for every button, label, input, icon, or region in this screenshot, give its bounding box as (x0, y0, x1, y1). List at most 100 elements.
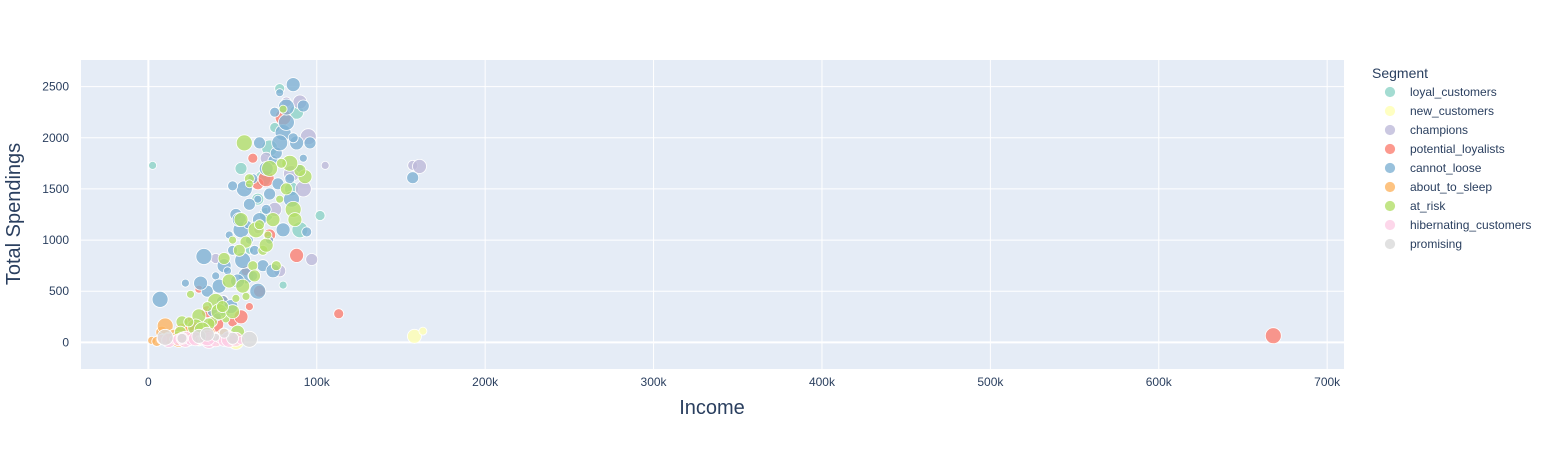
legend-label: champions (1410, 123, 1468, 137)
x-tick-label: 700k (1314, 375, 1341, 389)
data-point (284, 173, 296, 185)
data-point (260, 203, 272, 215)
data-point (285, 77, 301, 92)
y-axis-title: Total Spendings (3, 143, 25, 285)
legend-marker (1384, 219, 1396, 231)
data-point (247, 152, 259, 164)
legend-item-loyal_customers[interactable]: loyal_customers (1384, 85, 1497, 99)
data-point (253, 136, 266, 150)
data-point (270, 260, 282, 272)
data-point (244, 302, 254, 312)
data-point (241, 291, 251, 301)
data-point (406, 171, 420, 185)
data-point (275, 157, 287, 169)
data-point (240, 330, 258, 348)
legend-marker (1384, 238, 1396, 250)
legend-item-hibernating_customers[interactable]: hibernating_customers (1384, 218, 1532, 232)
data-point (249, 282, 267, 300)
data-point (211, 271, 221, 281)
data-point (278, 280, 288, 290)
y-tick-label: 2000 (42, 131, 69, 145)
data-point (156, 328, 174, 346)
data-point (287, 212, 303, 228)
data-point (253, 194, 263, 204)
data-point (263, 230, 273, 240)
data-point (232, 243, 246, 257)
data-point (233, 212, 249, 228)
data-point (148, 160, 158, 170)
legend-item-new_customers[interactable]: new_customers (1384, 104, 1495, 118)
legend-item-promising[interactable]: promising (1384, 237, 1463, 251)
data-point (218, 327, 230, 339)
data-point (275, 194, 285, 204)
legend-marker (1384, 162, 1396, 174)
data-point (418, 326, 428, 336)
legend-label: loyal_customers (1410, 85, 1497, 99)
x-tick-label: 0 (145, 375, 152, 389)
data-point (1264, 327, 1282, 345)
legend-item-potential_loyalists[interactable]: potential_loyalists (1384, 142, 1505, 156)
data-point (261, 160, 279, 177)
legend-label: at_risk (1410, 199, 1446, 213)
data-points (147, 77, 1282, 350)
legend-label: promising (1410, 237, 1462, 251)
legend-marker (1384, 200, 1396, 212)
legend-item-champions[interactable]: champions (1384, 123, 1469, 137)
legend: Segment loyal_customers new_customerscham… (1372, 65, 1531, 251)
data-point (221, 273, 237, 289)
data-point (180, 278, 190, 288)
data-point (271, 134, 289, 152)
series-promising (156, 326, 258, 348)
x-tick-label: 600k (1146, 375, 1173, 389)
data-point (289, 247, 305, 263)
legend-title: Segment (1372, 65, 1428, 81)
data-point (303, 136, 317, 150)
legend-marker (1384, 143, 1396, 155)
legend-label: cannot_loose (1410, 161, 1482, 175)
legend-item-about_to_sleep[interactable]: about_to_sleep (1384, 180, 1493, 194)
data-point (247, 260, 259, 272)
legend-item-at_risk[interactable]: at_risk (1384, 199, 1447, 213)
data-point (226, 331, 240, 345)
x-tick-label: 100k (304, 375, 331, 389)
legend-marker (1384, 105, 1396, 117)
data-point (269, 106, 281, 118)
data-point (305, 253, 319, 266)
x-axis-title: Income (679, 397, 745, 419)
y-tick-label: 2500 (42, 80, 69, 94)
data-point (301, 226, 313, 238)
legend-items: loyal_customers new_customers champions pot… (1384, 85, 1532, 251)
data-point (186, 289, 195, 299)
data-point (279, 182, 293, 196)
data-point (296, 99, 310, 113)
x-tick-label: 400k (809, 375, 836, 389)
data-point (248, 269, 261, 283)
data-point (333, 308, 345, 320)
data-point (195, 248, 213, 265)
legend-label: potential_loyalists (1410, 142, 1505, 156)
data-point (314, 210, 326, 221)
data-point (217, 252, 231, 265)
data-point (216, 300, 229, 314)
x-tick-label: 500k (977, 375, 1004, 389)
grid-lines (81, 60, 1344, 369)
x-tick-label: 300k (641, 375, 668, 389)
data-point (254, 219, 265, 231)
data-point (176, 332, 188, 344)
legend-marker (1384, 124, 1396, 136)
data-point (151, 290, 169, 308)
data-point (231, 293, 241, 303)
data-point (263, 187, 277, 201)
legend-label: new_customers (1410, 104, 1494, 118)
data-point (183, 316, 195, 328)
tick-labels: 0 100k 200k 300k 400k 500k 600k 700k 0 500 1000 150… (42, 80, 1341, 389)
data-point (278, 104, 288, 114)
y-tick-label: 1500 (42, 182, 69, 196)
data-point (275, 222, 291, 238)
data-point (406, 328, 422, 344)
data-point (223, 266, 232, 276)
data-point (287, 132, 299, 144)
legend-label: hibernating_customers (1410, 218, 1531, 232)
legend-item-cannot_loose[interactable]: cannot_loose (1384, 161, 1482, 175)
